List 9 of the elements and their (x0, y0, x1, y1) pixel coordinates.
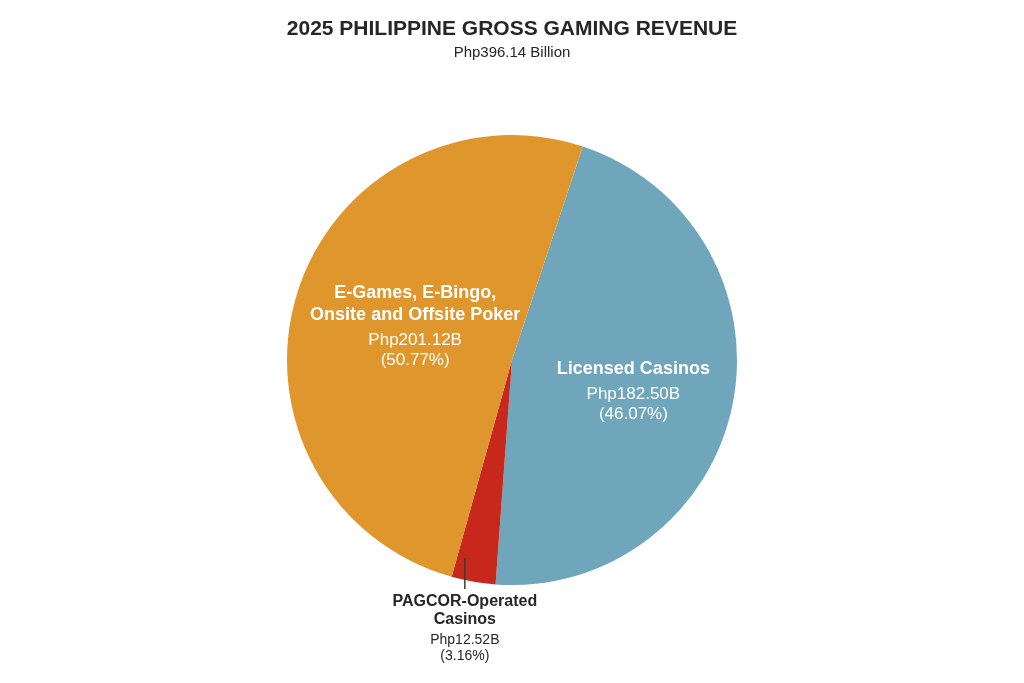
chart-subtitle: Php396.14 Billion (453, 43, 571, 60)
data-label: Php182.50B (46.07%) (586, 384, 681, 424)
slice-label: PAGCOR-Operated Casinos (392, 591, 538, 627)
pie-slice (451, 360, 512, 585)
slice-label: Licensed Casinos (556, 358, 710, 379)
chart-title: 2025 PHILIPPINE GROSS GAMING REVENUE (286, 16, 738, 39)
data-label: Php201.12B (50.77%) (368, 330, 462, 370)
slice-label: E-Games, E-Bingo, Onsite and Offsite Poker (310, 282, 521, 325)
data-label: Php12.52B (3.16%) (430, 630, 500, 663)
